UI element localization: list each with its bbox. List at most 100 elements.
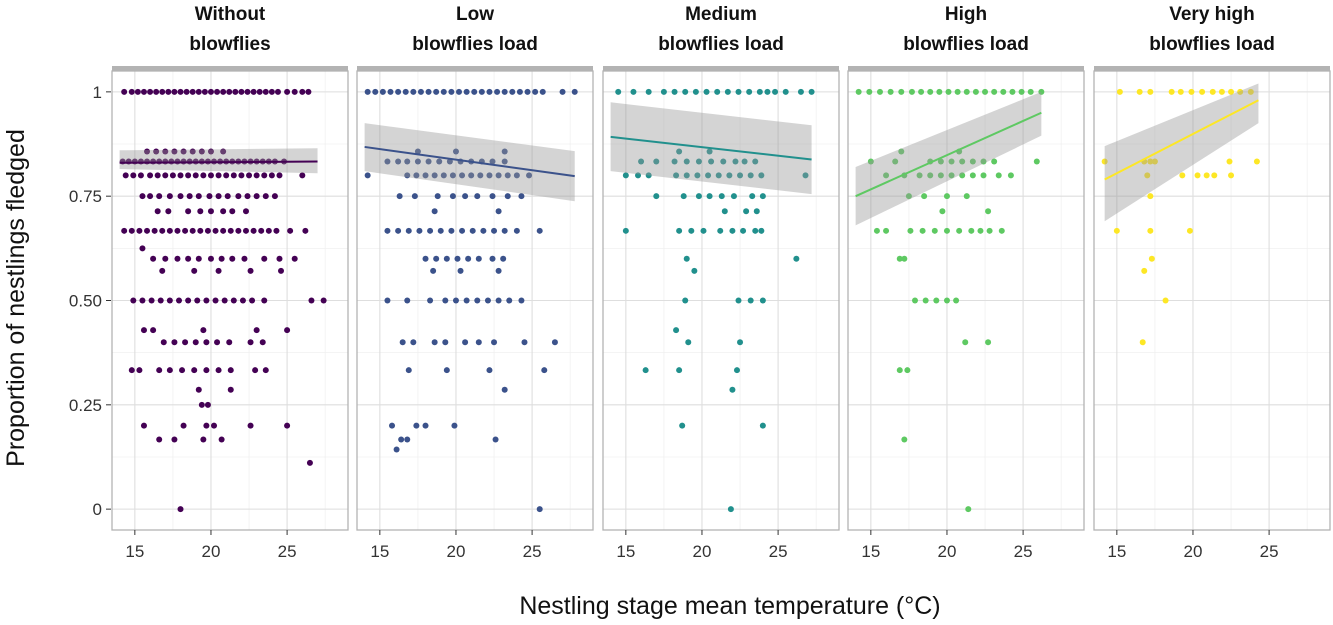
facet-panel: Without blowflies 15 20 25 (111, 4, 349, 561)
regression-line (364, 145, 575, 178)
data-point (448, 227, 455, 234)
data-point (299, 88, 306, 95)
data-point (752, 158, 759, 165)
data-point (200, 327, 207, 334)
data-point (425, 88, 432, 95)
data-point (536, 506, 543, 513)
data-point (299, 172, 306, 179)
data-point (399, 339, 406, 346)
data-point (683, 172, 690, 179)
data-point (1139, 339, 1146, 346)
data-point (985, 339, 992, 346)
data-point (198, 148, 205, 155)
data-point (953, 297, 960, 304)
panels-layer: Without blowflies 15 20 25 Low blowflies load 1… (111, 4, 1331, 561)
data-point (1147, 193, 1154, 200)
data-point (214, 88, 221, 95)
data-point (802, 172, 809, 179)
data-point (741, 158, 748, 165)
data-point (1141, 267, 1148, 274)
y-tick-label: 0.50 (69, 292, 102, 311)
data-point (495, 297, 502, 304)
data-point (922, 297, 929, 304)
data-point (743, 208, 750, 215)
data-point (174, 255, 181, 262)
data-point (1009, 88, 1016, 95)
data-point (475, 255, 482, 262)
data-point (404, 436, 411, 443)
data-point (501, 227, 508, 234)
data-point (404, 297, 411, 304)
data-point (195, 88, 202, 95)
data-point (1033, 158, 1040, 165)
data-point (191, 267, 198, 274)
data-point (136, 367, 143, 374)
data-point (130, 297, 137, 304)
data-point (1147, 227, 1154, 234)
data-point (980, 158, 987, 165)
data-point (242, 227, 249, 234)
data-point (524, 88, 531, 95)
data-point (157, 297, 164, 304)
data-point (969, 172, 976, 179)
data-point (642, 367, 649, 374)
data-point (471, 88, 478, 95)
data-point (177, 172, 184, 179)
data-point (1147, 158, 1154, 165)
data-point (214, 339, 221, 346)
data-point (726, 172, 733, 179)
data-point (431, 172, 438, 179)
data-point (431, 208, 438, 215)
facet-strip (603, 66, 839, 71)
x-tick-label: 15 (616, 542, 635, 561)
data-point (268, 88, 275, 95)
data-point (694, 172, 701, 179)
data-point (446, 158, 453, 165)
data-point (896, 367, 903, 374)
data-point (469, 227, 476, 234)
y-axis-title: Proportion of nestlings fledged (2, 129, 30, 467)
data-point (246, 172, 253, 179)
data-point (221, 297, 228, 304)
data-point (916, 172, 923, 179)
x-tick-label: 20 (202, 542, 221, 561)
data-point (440, 172, 447, 179)
data-point (154, 208, 161, 215)
data-point (518, 193, 525, 200)
data-point (139, 297, 146, 304)
x-tick-label: 15 (125, 542, 144, 561)
data-point (486, 367, 493, 374)
data-point (265, 227, 272, 234)
data-point (475, 339, 482, 346)
data-point (486, 88, 493, 95)
data-point (901, 436, 908, 443)
data-point (144, 227, 151, 234)
facet-title-line2: blowflies load (412, 34, 538, 55)
data-point (484, 297, 491, 304)
data-point (635, 172, 642, 179)
data-point (1228, 172, 1235, 179)
data-point (477, 172, 484, 179)
data-point (215, 193, 222, 200)
data-point (165, 208, 172, 215)
data-point (692, 88, 699, 95)
data-point (250, 227, 257, 234)
data-point (261, 297, 268, 304)
data-point (177, 88, 184, 95)
data-point (427, 227, 434, 234)
data-point (150, 255, 157, 262)
data-point (206, 193, 213, 200)
data-point (782, 88, 789, 95)
data-point (258, 227, 265, 234)
facet-title-line1: Medium (685, 4, 757, 25)
data-point (179, 367, 186, 374)
data-point (501, 148, 508, 155)
data-point (262, 88, 269, 95)
data-point (171, 148, 178, 155)
data-point (873, 227, 880, 234)
data-point (227, 227, 234, 234)
data-point (494, 88, 501, 95)
data-point (156, 436, 163, 443)
data-point (1000, 88, 1007, 95)
facet-title-line2: blowflies load (658, 34, 784, 55)
